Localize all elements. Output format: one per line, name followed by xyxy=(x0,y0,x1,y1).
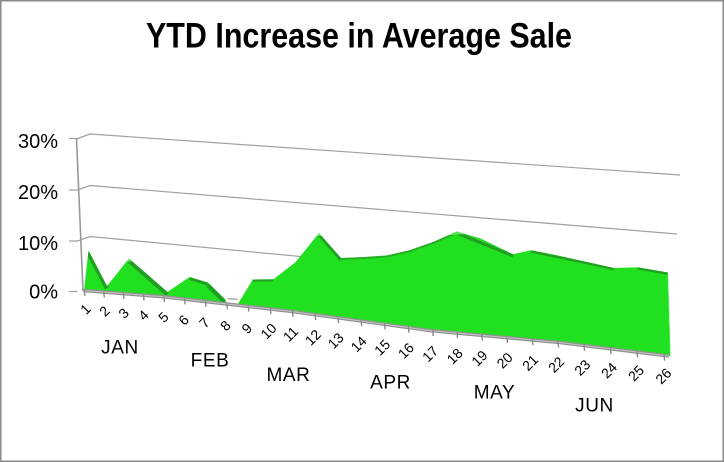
svg-text:10%: 10% xyxy=(18,233,58,255)
svg-text:JAN: JAN xyxy=(101,338,139,359)
svg-text:30%: 30% xyxy=(18,131,58,153)
svg-text:FEB: FEB xyxy=(191,351,230,372)
svg-text:MAY: MAY xyxy=(474,383,516,404)
svg-text:20%: 20% xyxy=(18,182,58,204)
svg-text:YTD Increase in Average Sale: YTD Increase in Average Sale xyxy=(146,17,572,56)
svg-text:JUN: JUN xyxy=(575,396,614,417)
svg-text:0%: 0% xyxy=(29,282,58,304)
svg-text:MAR: MAR xyxy=(266,365,310,386)
svg-text:APR: APR xyxy=(370,373,411,394)
